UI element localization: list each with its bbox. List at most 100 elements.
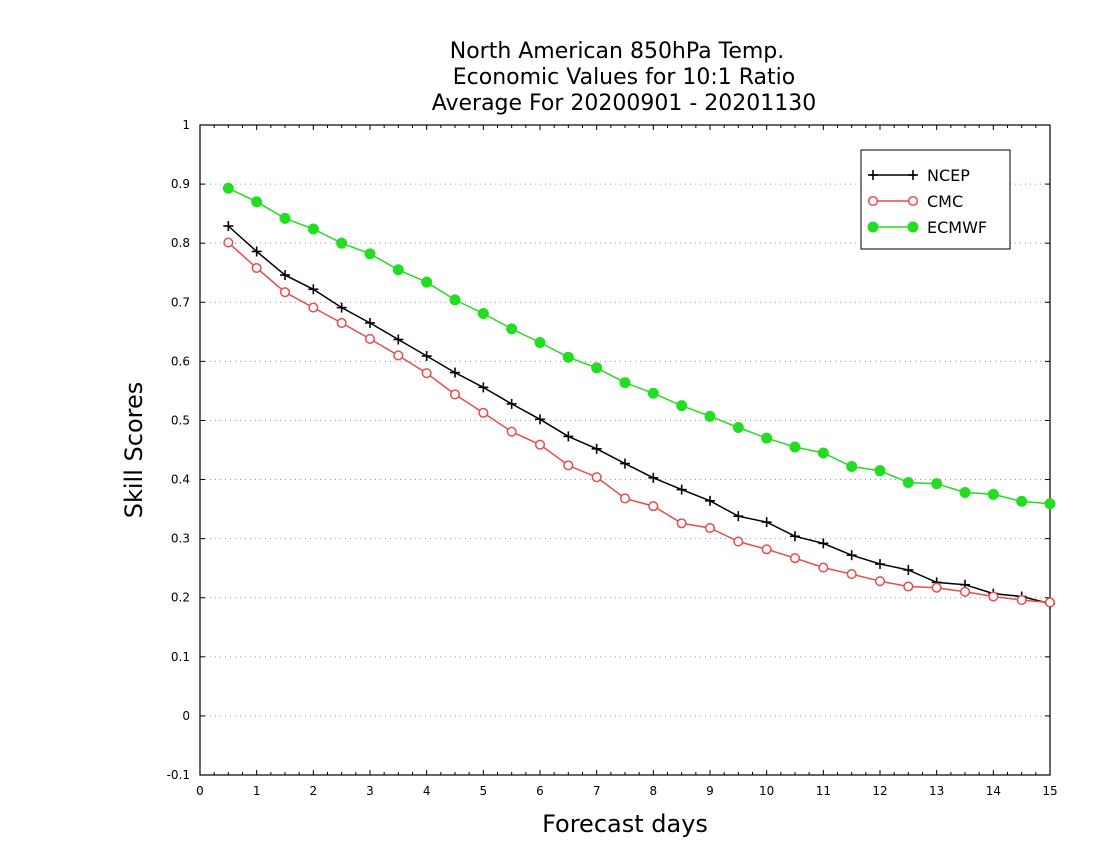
legend-item-ecmwf: ECMWF [867, 218, 987, 237]
legend: NCEP CMC ECMWF [860, 149, 1011, 250]
y-tick-label: 1 [182, 118, 190, 132]
data-point-plus [676, 484, 687, 495]
series-line-ncep [227, 225, 1051, 605]
data-point-plus [903, 564, 914, 575]
data-point-filled-circle [704, 410, 716, 422]
data-point-filled-circle [907, 221, 919, 233]
data-point-filled-circle [562, 351, 574, 363]
data-point-plus [506, 398, 517, 409]
x-tick-label: 1 [253, 784, 261, 798]
series-layer [222, 182, 1056, 609]
data-point-open-circle [421, 368, 432, 379]
data-point-plus [620, 458, 630, 469]
data-point-filled-circle [534, 336, 546, 348]
data-point-filled-circle [506, 323, 518, 335]
x-tick-label: 8 [650, 784, 658, 798]
x-tick-label: 14 [986, 784, 1001, 798]
y-tick-label: 0.8 [171, 236, 190, 250]
data-point-open-circle [563, 460, 574, 471]
chart-title-line-2: Economic Values for 10:1 Ratio [453, 65, 795, 90]
data-point-filled-circle [959, 487, 971, 499]
y-tick-label: 0.5 [171, 413, 190, 427]
x-tick-label: 13 [929, 784, 944, 798]
data-point-open-circle [648, 501, 659, 512]
data-point-filled-circle [279, 212, 291, 224]
data-point-plus [818, 538, 829, 549]
data-point-open-circle [704, 522, 716, 534]
data-point-filled-circle [1016, 495, 1028, 507]
legend-label: ECMWF [927, 218, 987, 237]
data-point-plus [308, 284, 319, 295]
data-point-open-circle [818, 562, 829, 573]
y-tick-label: 0.1 [171, 650, 190, 664]
legend-item-ncep: NCEP [868, 166, 970, 185]
data-point-open-circle [761, 544, 772, 555]
data-point-filled-circle [647, 387, 659, 399]
data-point-filled-circle [931, 478, 943, 490]
data-point-plus [393, 334, 404, 345]
data-point-plus [705, 495, 715, 506]
data-point-plus [421, 351, 432, 362]
y-axis-title: Skill Scores [120, 382, 148, 519]
data-point-plus [790, 531, 800, 542]
data-point-plus [733, 511, 744, 522]
data-point-open-circle [959, 586, 971, 597]
series-line-cmc [227, 242, 1051, 604]
data-point-open-circle [506, 426, 517, 437]
data-point-filled-circle [867, 221, 879, 233]
data-point-open-circle [931, 582, 942, 593]
data-point-open-circle [846, 569, 857, 580]
data-point-filled-circle [449, 294, 461, 306]
y-tick-label: 0.7 [171, 295, 190, 309]
data-point-open-circle [988, 591, 999, 602]
data-point-filled-circle [421, 276, 433, 288]
x-tick-label: 7 [593, 784, 601, 798]
data-point-filled-circle [1044, 498, 1056, 510]
data-point-open-circle [393, 350, 404, 361]
data-point-open-circle [1016, 595, 1027, 606]
data-point-plus [251, 246, 262, 257]
data-point-open-circle [478, 407, 489, 418]
data-point-filled-circle [619, 377, 631, 389]
data-point-filled-circle [846, 461, 858, 473]
data-point-plus [563, 431, 574, 442]
x-tick-label: 0 [196, 784, 204, 798]
x-tick-label: 6 [536, 784, 544, 798]
y-tick-label: 0.3 [171, 532, 190, 546]
x-tick-label: 11 [816, 784, 831, 798]
legend-item-cmc: CMC [867, 192, 963, 211]
data-point-open-circle [308, 302, 319, 313]
y-tick-label: 0 [182, 709, 190, 723]
data-point-plus [336, 302, 347, 313]
data-point-filled-circle [307, 223, 319, 235]
y-tick-label: 0.6 [171, 354, 190, 368]
data-point-open-circle [591, 472, 602, 483]
data-point-open-circle [789, 553, 801, 564]
data-point-plus [450, 367, 460, 378]
data-point-plus [908, 170, 918, 180]
y-tick-label: 0.9 [171, 177, 190, 191]
data-point-plus [365, 317, 375, 328]
x-tick-label: 3 [366, 784, 374, 798]
data-point-filled-circle [732, 422, 744, 434]
data-point-open-circle [449, 389, 461, 400]
data-point-plus [761, 517, 772, 528]
y-tick-label: 0.2 [171, 591, 190, 605]
axis-ticks: -0.100.10.20.30.40.50.60.70.80.910 1 2 3 4 5 6… [167, 118, 1058, 798]
data-point-open-circle [867, 195, 879, 207]
data-point-filled-circle [336, 237, 348, 249]
data-point-open-circle [619, 493, 631, 504]
data-point-filled-circle [364, 248, 376, 260]
data-point-filled-circle [902, 477, 914, 488]
data-point-open-circle [676, 518, 687, 529]
x-tick-label: 12 [872, 784, 887, 798]
series-ecmwf [222, 182, 1056, 510]
data-point-plus [875, 559, 885, 570]
data-point-open-circle [874, 576, 886, 587]
data-point-filled-circle [761, 432, 773, 444]
data-point-filled-circle [987, 488, 999, 500]
data-point-open-circle [907, 195, 919, 207]
data-point-plus [648, 472, 659, 483]
data-point-open-circle [223, 237, 234, 248]
data-point-plus [535, 414, 545, 425]
